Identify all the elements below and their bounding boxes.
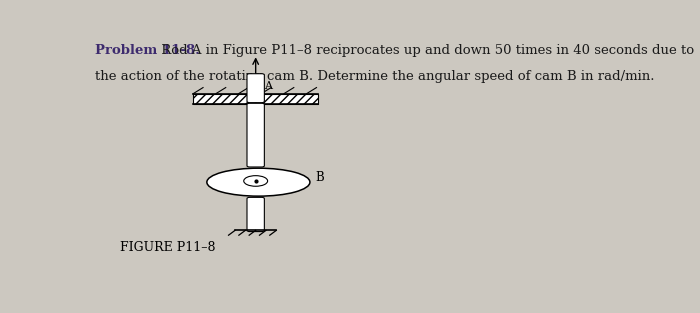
FancyBboxPatch shape (247, 74, 265, 103)
FancyBboxPatch shape (247, 103, 265, 167)
Text: FIGURE P11–8: FIGURE P11–8 (120, 241, 216, 254)
Circle shape (244, 176, 267, 186)
Text: Rod A in Figure P11–8 reciprocates up and down 50 times in 40 seconds due to: Rod A in Figure P11–8 reciprocates up an… (158, 44, 694, 57)
Text: Problem 11-8.: Problem 11-8. (95, 44, 200, 57)
Bar (193, 94, 318, 105)
Bar (193, 94, 318, 105)
Text: B: B (315, 171, 324, 184)
Text: A: A (265, 81, 272, 91)
Text: the action of the rotating cam B. Determine the angular speed of cam B in rad/mi: the action of the rotating cam B. Determ… (95, 70, 655, 83)
FancyBboxPatch shape (247, 198, 265, 232)
Ellipse shape (207, 168, 310, 196)
